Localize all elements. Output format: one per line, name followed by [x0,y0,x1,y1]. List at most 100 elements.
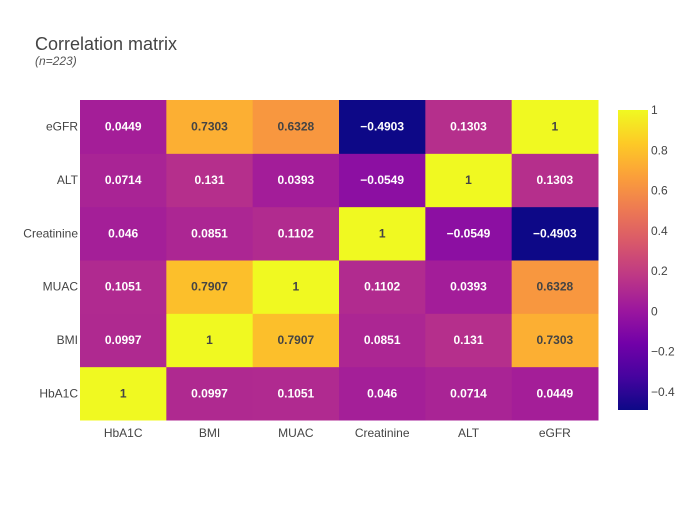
heatmap-cell-label: 0.1102 [364,280,400,294]
heatmap-cell-alt-muac [252,153,340,208]
heatmap-cell-label: 1 [379,226,386,240]
x-tick-label: eGFR [539,426,571,440]
heatmap-cell-label: 0.7907 [277,333,314,347]
heatmap-cell-hba1c-hba1c [80,366,167,421]
heatmap-cell-label: 0.046 [367,386,397,400]
heatmap-cell-egfr-bmi [166,100,254,154]
heatmap-cell-egfr-egfr [511,100,599,154]
x-tick-label: ALT [458,426,480,440]
y-tick-label: eGFR [46,120,78,134]
heatmap-cell-label: 0.1051 [277,386,314,400]
heatmap-cell-label: 0.1303 [450,120,487,134]
colorbar-tick-label: 0.2 [651,264,668,278]
heatmap-cell-muac-hba1c [80,260,167,314]
y-tick-label: HbA1C [39,386,78,400]
heatmap-cell-hba1c-bmi [166,366,254,421]
heatmap-cell-creatinine-creatinine [339,206,426,261]
y-axis-ticks: HbA1C BMI MUAC Creatinine ALT eGFR [23,120,78,401]
heatmap-cell-label: 0.0851 [364,333,401,347]
colorbar-gradient [618,110,648,410]
heatmap-cell-bmi-egfr [511,313,599,368]
x-axis-ticks: HbA1C BMI MUAC Creatinine ALT eGFR [104,426,571,440]
heatmap-cell-egfr-alt [425,100,513,154]
heatmap-cell-label: −0.4903 [533,226,577,240]
heatmap-cell-creatinine-bmi [166,206,254,261]
heatmap-cell-creatinine-hba1c [80,206,167,261]
x-tick-label: Creatinine [355,426,410,440]
heatmap-cell-muac-egfr [511,260,599,314]
colorbar-ticks: 1 0.8 0.6 0.4 0.2 0 −0.2 −0.4 [651,103,675,399]
heatmap-cell-alt-alt [425,153,513,208]
colorbar-tick-label: 0 [651,304,658,318]
heatmap-cell-label: 1 [120,386,127,400]
heatmap-cell-label: 0.0714 [450,386,487,400]
heatmap-cell-label: 0.0714 [105,173,142,187]
heatmap-cell-hba1c-muac [252,366,340,421]
heatmap-cell-alt-egfr [511,153,599,208]
heatmap-cell-bmi-bmi [166,313,254,368]
colorbar-tick-label: −0.4 [651,385,675,399]
x-tick-label: MUAC [278,426,314,440]
heatmap-cell-hba1c-creatinine [339,366,426,421]
heatmap-cell-label: 0.0997 [105,333,142,347]
y-tick-label: BMI [57,333,78,347]
heatmap-cell-muac-bmi [166,260,254,314]
heatmap-cell-label: 0.0449 [536,386,573,400]
heatmap-cell-label: 1 [292,280,299,294]
heatmap-cell-hba1c-egfr [511,366,599,421]
colorbar-tick-label: −0.2 [651,345,675,359]
heatmap-cell-alt-bmi [166,153,254,208]
heatmap-cell-egfr-hba1c [80,100,167,154]
heatmap-cell-bmi-hba1c [80,313,167,368]
heatmap-cell-creatinine-alt [425,206,513,261]
heatmap-cell-label: −0.0549 [360,173,404,187]
heatmap-cell-label: −0.0549 [447,226,491,240]
y-tick-label: Creatinine [23,226,78,240]
heatmap-cell-alt-hba1c [80,153,167,208]
heatmap-cell-label: 0.1051 [105,280,142,294]
heatmap-cell-label: 0.0851 [191,226,228,240]
heatmap-cell-hba1c-alt [425,366,513,421]
colorbar-tick-label: 1 [651,103,658,117]
heatmap-cell-label: 1 [465,173,472,187]
heatmap-cell-egfr-creatinine [339,100,426,154]
heatmap-cell-label: 0.0997 [191,386,228,400]
heatmap-cell-labels: 1 0.0997 0.1051 0.046 0.0714 0.0449 0.0997 1 0.7… [105,120,577,401]
heatmap-cell-label: 0.046 [108,226,138,240]
heatmap-cell-label: −0.4903 [360,120,404,134]
heatmap-cell-label: 0.131 [453,333,483,347]
x-tick-label: BMI [199,426,220,440]
heatmap-cell-label: 0.6328 [277,120,314,134]
heatmap-cell-muac-alt [425,260,513,314]
heatmap-cells [80,100,599,421]
colorbar-tick-label: 0.6 [651,184,668,198]
heatmap-cell-alt-creatinine [339,153,426,208]
heatmap-cell-label: 0.7907 [191,280,228,294]
colorbar-tick-label: 0.8 [651,143,668,157]
heatmap-cell-egfr-muac [252,100,340,154]
heatmap-cell-creatinine-egfr [511,206,599,261]
y-tick-label: MUAC [43,280,79,294]
heatmap-cell-label: 1 [206,333,213,347]
heatmap-cell-label: 0.1303 [536,173,573,187]
heatmap-cell-label: 0.7303 [191,120,228,134]
chart-subtitle: (n=223) [35,54,77,68]
heatmap-cell-label: 0.0449 [105,120,142,134]
colorbar-tick-label: 0.4 [651,224,668,238]
heatmap-cell-muac-muac [252,260,340,314]
heatmap-cell-bmi-alt [425,313,513,368]
heatmap-cell-label: 0.6328 [536,280,573,294]
heatmap-cell-label: 0.1102 [278,226,314,240]
heatmap-cell-creatinine-muac [252,206,340,261]
chart-title: Correlation matrix [35,34,177,54]
heatmap-cell-label: 1 [551,120,558,134]
x-tick-label: HbA1C [104,426,143,440]
heatmap-cell-label: 0.131 [194,173,224,187]
heatmap-cell-bmi-muac [252,313,340,368]
heatmap-cell-label: 0.0393 [277,173,314,187]
heatmap-cell-label: 0.7303 [536,333,573,347]
y-tick-label: ALT [57,173,79,187]
heatmap-cell-muac-creatinine [339,260,426,314]
